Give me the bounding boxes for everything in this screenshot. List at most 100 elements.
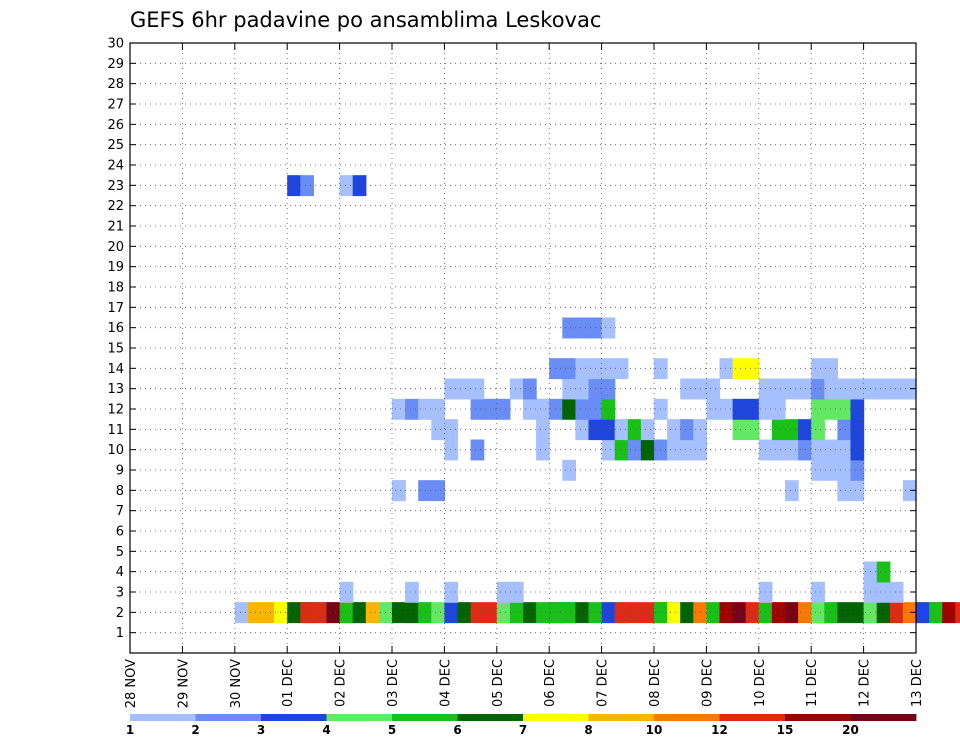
colorbar-label: 12 <box>711 723 728 737</box>
heatmap-cell <box>771 378 786 400</box>
heatmap-cell <box>536 398 550 420</box>
y-tick-label: 2 <box>116 606 124 621</box>
x-tick-label: 11 DEC <box>805 659 820 707</box>
heatmap-cell <box>300 602 314 624</box>
heatmap-cells <box>234 175 960 624</box>
y-tick-label: 9 <box>116 464 124 479</box>
heatmap-cell <box>850 459 865 481</box>
colorbar-label: 20 <box>842 723 859 737</box>
heatmap-cell <box>902 378 917 400</box>
x-tick-label: 29 NOV <box>176 659 191 708</box>
heatmap-cell <box>234 602 249 624</box>
heatmap-cell <box>824 439 838 461</box>
heatmap-cell <box>509 602 524 624</box>
heatmap-cell <box>785 602 799 624</box>
heatmap-cell <box>601 419 616 441</box>
heatmap-cell <box>732 398 747 420</box>
heatmap-cell <box>667 439 681 461</box>
heatmap-cell <box>745 419 760 441</box>
heatmap-cell <box>732 419 747 441</box>
heatmap-cell <box>470 439 485 461</box>
heatmap-cell <box>745 358 760 380</box>
heatmap-cell <box>523 602 537 624</box>
y-tick-label: 6 <box>116 525 124 540</box>
y-tick-label: 8 <box>116 484 124 499</box>
heatmap-cell <box>405 581 419 603</box>
x-tick-label: 07 DEC <box>596 659 611 707</box>
heatmap-cell <box>811 378 825 400</box>
x-tick-label: 03 DEC <box>386 659 401 707</box>
y-tick-label: 23 <box>107 179 124 194</box>
heatmap-cell <box>326 602 341 624</box>
heatmap-cell <box>247 602 262 624</box>
heatmap-cell <box>640 419 655 441</box>
heatmap-cell <box>850 480 865 502</box>
heatmap-cell <box>536 439 550 461</box>
heatmap-cell <box>365 602 380 624</box>
heatmap-cell <box>523 398 537 420</box>
heatmap-cell <box>798 419 812 441</box>
y-tick-label: 10 <box>107 443 124 458</box>
colorbar-label: 15 <box>777 723 794 737</box>
y-tick-label: 11 <box>107 423 124 438</box>
x-tick-label: 05 DEC <box>491 659 506 707</box>
heatmap-cell <box>444 439 459 461</box>
heatmap-cell <box>811 439 825 461</box>
heatmap-cell <box>667 419 681 441</box>
heatmap-cell <box>300 175 314 197</box>
heatmap-cell <box>444 581 459 603</box>
heatmap-cell <box>850 419 865 441</box>
heatmap-cell <box>719 358 734 380</box>
heatmap-cell <box>352 602 367 624</box>
heatmap-cell <box>392 480 406 502</box>
heatmap-cell <box>549 358 563 380</box>
heatmap-cell <box>601 602 616 624</box>
x-tick-label: 01 DEC <box>281 659 296 707</box>
x-tick-label: 04 DEC <box>438 659 453 707</box>
heatmap-cell <box>523 378 537 400</box>
heatmap-cell <box>536 419 550 441</box>
colorbar-swatch <box>130 714 196 721</box>
heatmap-cell <box>470 378 485 400</box>
heatmap-cell <box>680 419 694 441</box>
heatmap-cell <box>444 378 459 400</box>
heatmap-cell <box>405 398 419 420</box>
x-tick-label: 09 DEC <box>700 659 715 707</box>
x-tick-label: 30 NOV <box>229 659 244 708</box>
heatmap-cell <box>431 419 445 441</box>
y-tick-label: 25 <box>107 138 124 153</box>
heatmap-cell <box>850 602 865 624</box>
heatmap-cell <box>627 439 642 461</box>
y-tick-label: 5 <box>116 545 124 560</box>
colorbar-swatch <box>523 714 589 721</box>
chart-title: GEFS 6hr padavine po ansamblima Leskovac <box>130 8 601 32</box>
heatmap-cell <box>562 378 576 400</box>
x-axis: 28 NOV 29 NOV 30 NOV 01 DEC 02 DEC 03 DEC 04 D… <box>124 43 925 708</box>
heatmap-cell <box>431 602 445 624</box>
heatmap-cell <box>837 378 852 400</box>
heatmap-cell <box>811 358 825 380</box>
heatmap-cell <box>549 602 563 624</box>
heatmap-cell <box>392 398 406 420</box>
heatmap-cell <box>496 398 511 420</box>
heatmap-cell <box>837 439 852 461</box>
heatmap-cell <box>811 398 825 420</box>
x-tick-label: 28 NOV <box>124 659 139 708</box>
y-axis: 1234567891011121314151617181920212223242… <box>107 37 916 641</box>
heatmap-cell <box>850 378 865 400</box>
heatmap-cell <box>811 581 825 603</box>
heatmap-cell <box>706 378 721 400</box>
heatmap-cell <box>876 602 891 624</box>
colorbar-label: 6 <box>453 723 461 737</box>
y-tick-label: 12 <box>107 403 124 418</box>
heatmap-cell <box>798 378 812 400</box>
heatmap-cell <box>824 602 838 624</box>
heatmap-cell <box>889 581 904 603</box>
colorbar: 1 2 3 4 5 6 7 8 10 12 15 20 <box>126 714 917 737</box>
x-tick-label: 12 DEC <box>858 659 873 707</box>
heatmap-cell <box>902 602 917 624</box>
heatmap-cell <box>575 602 590 624</box>
y-tick-label: 14 <box>107 362 124 377</box>
colorbar-label: 7 <box>519 723 527 737</box>
y-tick-label: 18 <box>107 281 124 296</box>
